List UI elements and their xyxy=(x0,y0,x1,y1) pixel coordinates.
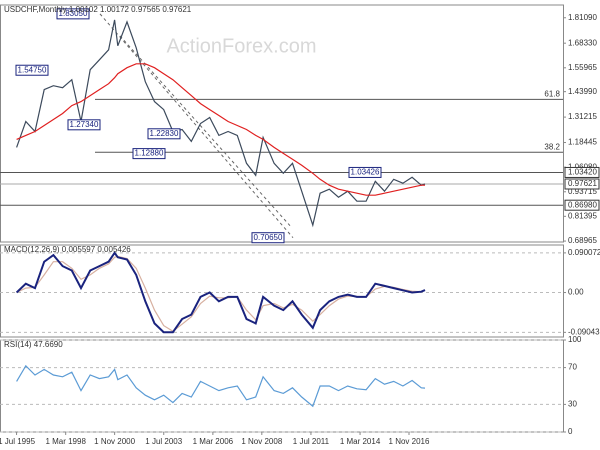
y-tick-label: 30 xyxy=(568,400,577,409)
level-box xyxy=(564,178,600,190)
y-tick-label: 1.68330 xyxy=(568,38,597,47)
trend-line xyxy=(119,35,291,227)
series-line xyxy=(16,364,426,408)
x-tick-label: 1 Nov 2000 xyxy=(94,437,135,446)
y-tick-label: 0 xyxy=(568,427,573,436)
series-line xyxy=(16,63,425,196)
annotation-label: 1.03426 xyxy=(351,168,380,177)
annotation-label: 1.12880 xyxy=(135,149,164,158)
y-tick-label: 0.93715 xyxy=(568,187,597,196)
y-tick-label: 1.18445 xyxy=(568,138,597,147)
x-tick-label: 1 Mar 2006 xyxy=(193,437,234,446)
annotation-box xyxy=(147,128,181,140)
level-box xyxy=(564,166,600,178)
x-tick-label: 1 Jul 2011 xyxy=(293,437,330,446)
annotation-box xyxy=(15,64,49,76)
y-tick-label: 0.68965 xyxy=(568,236,597,245)
series-line xyxy=(15,251,426,334)
panel-title: MACD(12,26,9) 0.005597 0.005426 xyxy=(4,245,131,254)
panel-title: RSI(14) 47.6690 xyxy=(4,340,63,349)
annotation-box xyxy=(132,148,166,160)
annotation-box xyxy=(251,232,285,244)
annotation-box xyxy=(67,119,101,131)
x-tick-label: 1 Nov 2008 xyxy=(241,437,282,446)
x-tick-label: 1 Jul 1995 xyxy=(0,437,36,446)
annotation-label: 1.54750 xyxy=(18,65,47,74)
annotation-label: 1.27340 xyxy=(70,120,99,129)
annotation-box xyxy=(348,166,382,178)
level-label: 0.86980 xyxy=(568,200,597,209)
x-tick-label: 1 Mar 2014 xyxy=(340,437,381,446)
y-tick-label: -0.090435 xyxy=(568,327,600,336)
panel-title: USDCHF,Monthly 1.00102 1.00172 0.97565 0… xyxy=(4,5,192,14)
watermark: ActionForex.com xyxy=(166,35,316,57)
x-tick-label: 1 Jul 2003 xyxy=(145,437,182,446)
y-tick-label: 1.06080 xyxy=(568,162,597,171)
y-tick-label: 0.090072 xyxy=(568,248,600,257)
annotation-label: 1.83050 xyxy=(59,9,88,18)
trend-line xyxy=(99,13,294,239)
panel-border xyxy=(0,339,564,433)
x-tick-label: 1 Nov 2016 xyxy=(389,437,430,446)
y-tick-label: 0.81395 xyxy=(568,211,597,220)
y-tick-label: 1.31215 xyxy=(568,112,597,121)
y-tick-label: 1.81090 xyxy=(568,13,597,22)
panel-border xyxy=(0,244,564,338)
y-tick-label: 0.00 xyxy=(568,288,584,297)
annotation-label: 0.70650 xyxy=(254,233,283,242)
series-line xyxy=(16,19,426,228)
level-label: 38.2 xyxy=(544,142,560,151)
y-tick-label: 1.55965 xyxy=(568,63,597,72)
level-box xyxy=(564,199,600,211)
y-tick-label: 70 xyxy=(568,363,577,372)
level-label: 61.8 xyxy=(544,89,560,98)
level-label: 1.03420 xyxy=(568,168,597,177)
x-tick-label: 1 Mar 1998 xyxy=(45,437,86,446)
y-tick-label: 100 xyxy=(568,335,582,344)
annotation-box xyxy=(56,8,90,20)
series-line xyxy=(16,255,426,333)
level-label: 0.97621 xyxy=(568,179,597,188)
y-tick-label: 1.43990 xyxy=(568,87,597,96)
annotation-label: 1.22830 xyxy=(150,129,179,138)
